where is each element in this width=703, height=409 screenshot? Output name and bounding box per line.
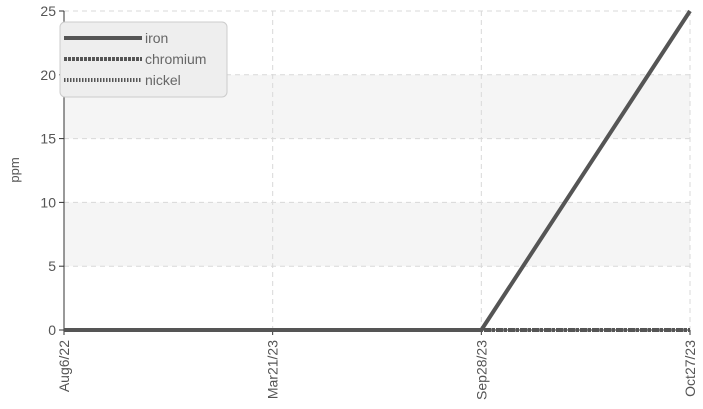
grid-lines: [64, 10, 691, 330]
x-axis-ticks: Aug6/22 Mar21/23 Sep28/23 Oct27/23: [56, 330, 698, 400]
y-axis-title: ppm: [7, 157, 22, 182]
series-lines: [64, 9, 692, 332]
legend-label-iron: iron: [145, 30, 168, 46]
background-bands: [64, 74, 690, 267]
y-tick-label: 0: [48, 322, 56, 338]
y-tick-label: 20: [40, 67, 56, 83]
y-tick-label: 5: [48, 258, 56, 274]
x-tick-label: Oct27/23: [682, 340, 698, 397]
x-tick-label: Aug6/22: [56, 340, 72, 392]
x-tick-label: Mar21/23: [265, 340, 281, 399]
legend: iron chromium nickel: [59, 21, 228, 98]
y-axis-ticks: 0 5 10 15 20 25: [40, 3, 64, 338]
series-line-iron: [64, 9, 692, 332]
grid-band: [64, 202, 690, 267]
x-tick-label: Sep28/23: [473, 340, 489, 400]
legend-label-chromium: chromium: [145, 51, 206, 67]
y-tick-label: 25: [40, 3, 56, 19]
legend-box: [59, 21, 228, 98]
y-tick-label: 15: [40, 131, 56, 147]
legend-label-nickel: nickel: [145, 72, 181, 88]
y-tick-label: 10: [40, 194, 56, 210]
